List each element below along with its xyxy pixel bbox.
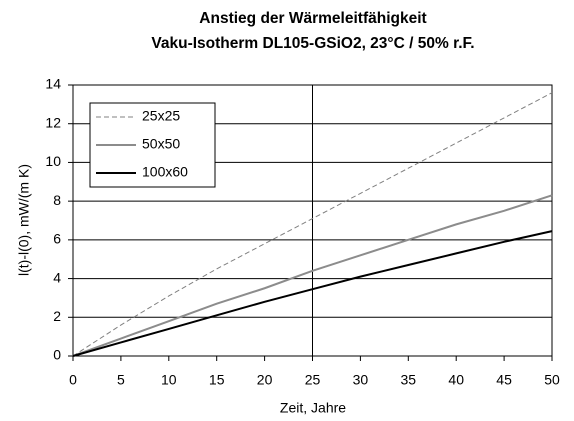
series-line [72, 230, 553, 357]
x-tick-label: 10 [161, 372, 177, 388]
x-tick-label: 40 [448, 372, 464, 388]
y-tick-label: 2 [53, 308, 61, 324]
series-line [72, 194, 553, 357]
legend-label: 25x25 [142, 108, 180, 124]
chart-title: Anstieg der Wärmeleitfähigkeit [199, 10, 426, 27]
y-tick-label: 4 [53, 269, 61, 285]
x-tick-label: 50 [544, 372, 560, 388]
x-tick-label: 15 [209, 372, 225, 388]
chart-subtitle: Vaku-Isotherm DL105-GSiO2, 23°C / 50% r.… [151, 35, 474, 52]
x-axis-label: Zeit, Jahre [280, 400, 346, 416]
legend-label: 50x50 [142, 136, 180, 152]
y-tick-label: 0 [53, 347, 61, 363]
y-tick-label: 8 [53, 192, 61, 208]
x-tick-label: 20 [257, 372, 273, 388]
legend-label: 100x60 [142, 164, 188, 180]
series-line [72, 92, 553, 357]
x-tick-label: 45 [496, 372, 512, 388]
x-tick-label: 0 [69, 372, 77, 388]
x-tick-label: 25 [305, 372, 321, 388]
x-tick-label: 5 [117, 372, 125, 388]
x-tick-label: 35 [401, 372, 417, 388]
y-axis-label: l(t)-l(0), mW/(m K) [16, 164, 32, 276]
x-tick-label: 30 [353, 372, 369, 388]
y-tick-label: 6 [53, 231, 61, 247]
y-tick-label: 10 [45, 153, 61, 169]
y-tick-label: 12 [45, 114, 61, 130]
y-tick-label: 14 [45, 76, 61, 92]
